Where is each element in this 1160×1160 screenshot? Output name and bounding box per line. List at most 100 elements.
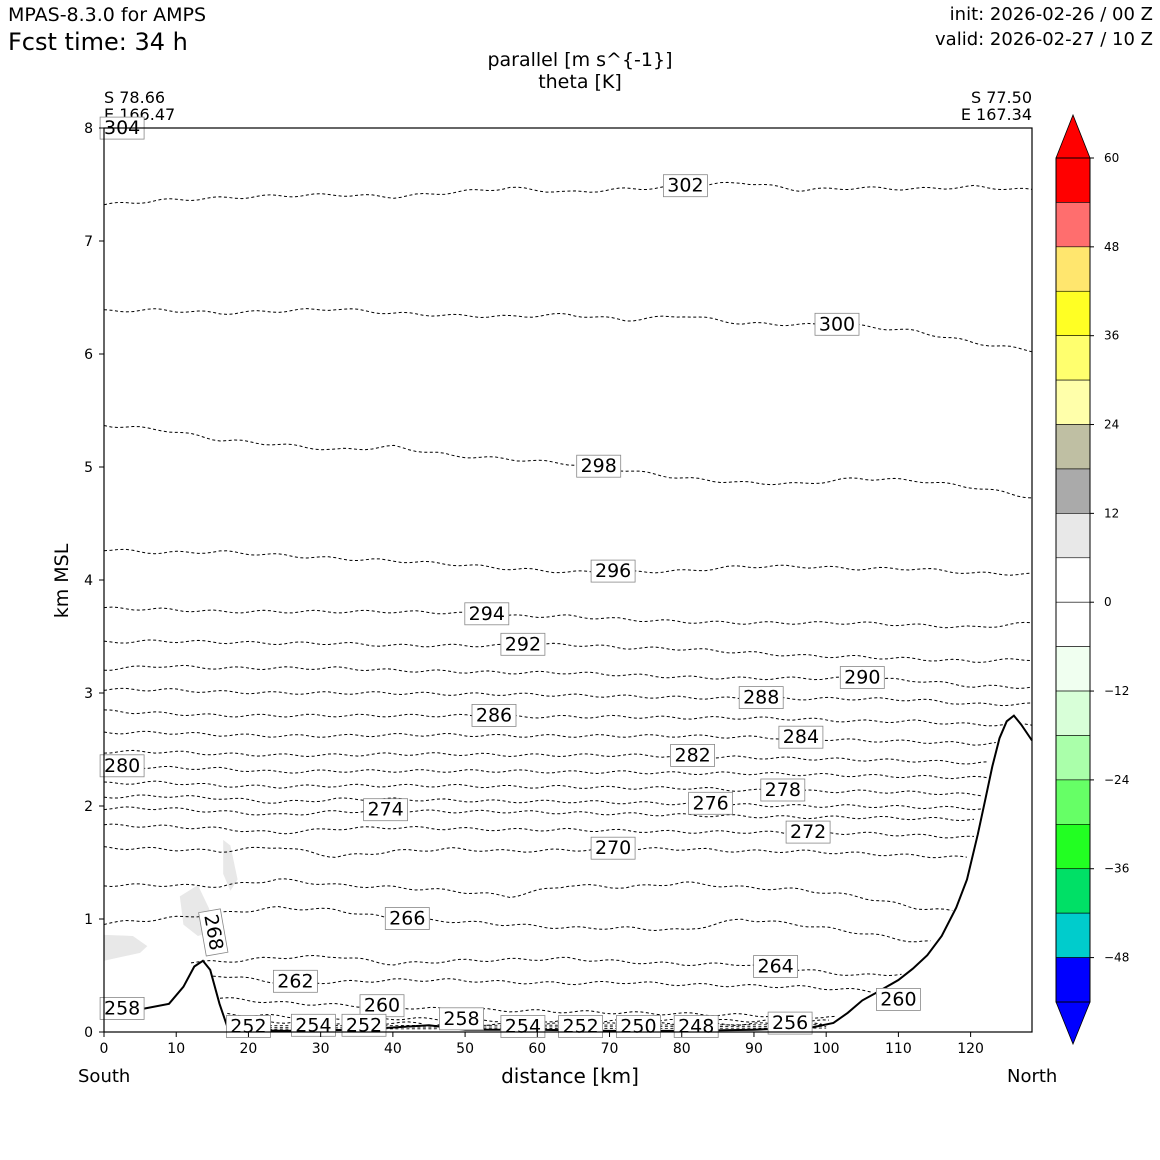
colorbar-tick-label: 24 [1104,418,1119,432]
end-coordinates: S 77.50 E 167.34 [961,89,1032,123]
contour-label-text: 292 [505,633,541,655]
colorbar-bin [1055,290,1091,336]
theta-contour-260 [219,997,837,1019]
forecast-time: Fcst time: 34 h [8,28,188,56]
contour-label-text: 254 [505,1016,541,1038]
contour-label: 278 [760,778,806,802]
contour-label-box [363,798,409,822]
end-lat: S 77.50 [970,88,1032,107]
y-tick-label: 8 [84,121,93,137]
contour-label: 272 [785,820,831,844]
contour-label: 252 [341,1013,387,1037]
colorbar-bin [1055,513,1091,559]
contour-label: 250 [616,1015,661,1038]
colorbar-bin [1055,912,1091,958]
colorbar-bin [1055,335,1091,381]
valid-time: valid: 2026-02-27 / 10 Z [935,29,1153,50]
axes: 0 10 20 30 40 50 60 70 80 90 100 110 120 0 1 2 3 4 5 6 7 8 [84,121,1033,1057]
colorbar-tick-label: −48 [1104,951,1129,965]
x-tick-label: 90 [745,1041,763,1057]
x-tick-label: 50 [456,1041,474,1057]
contour-label-text: 278 [765,779,801,801]
contour-label-box [688,791,733,815]
contour-label-box [99,754,145,778]
y-axis-label: km MSL [51,543,73,619]
colorbar-bin [1055,779,1091,825]
contour-label: 254 [290,1013,336,1037]
colorbar-bin [1055,646,1091,692]
contour-label-text: 302 [667,175,703,197]
colorbar-frame [1055,157,1091,1003]
theta-contour-292 [103,639,1033,663]
contour-label-text: 288 [743,687,779,709]
contour-label-box [760,778,806,802]
contour-label-text: 252 [562,1016,598,1038]
contour-label-box [767,1011,813,1035]
x-tick-label: 100 [813,1041,840,1057]
contour-label: 296 [590,559,636,583]
colorbar-bin [1055,957,1091,1003]
contour-label-text: 296 [595,560,631,582]
contour-label: 284 [778,725,824,749]
south-label: South [78,1066,131,1087]
contour-label-box [464,602,510,626]
shading-patch [104,934,148,961]
y-tick-label: 0 [84,1025,93,1041]
contour-label: 274 [363,798,409,822]
colorbar-bin [1055,601,1091,647]
contour-label-text: 272 [790,821,826,843]
colorbar-tick-label: −36 [1104,862,1129,876]
colorbar-bin [1055,424,1091,470]
x-tick-label: 0 [100,1041,109,1057]
contour-label-text: 280 [104,755,140,777]
contour-label-text: 286 [476,704,512,726]
north-label: North [1007,1066,1058,1087]
contour-label-box [839,666,885,689]
y-tick-label: 5 [84,460,93,476]
theta-contour-300 [103,308,1033,353]
start-lat: S 78.66 [104,88,166,107]
contour-label-box [99,997,145,1020]
contour-label-box [290,1013,336,1037]
contour-label: 294 [464,602,510,626]
plot-frame [103,127,1033,1033]
y-tick-label: 3 [84,686,93,702]
colorbar-bin [1055,468,1091,514]
contour-label-text: 298 [581,455,617,477]
contour-label: 258 [99,997,145,1020]
contour-label-text: 248 [678,1016,714,1038]
theta-contour-294 [103,606,1033,629]
contour-label-box [198,908,229,957]
contour-label-box [814,312,860,336]
contour-label-text: 270 [595,837,631,859]
contour-label: 254 [500,1015,546,1038]
contour-label: 286 [471,704,517,727]
contour-label: 300 [814,312,860,336]
y-tick-label: 6 [84,347,93,363]
contour-label-text: 256 [772,1012,808,1034]
contour-label-text: 276 [692,792,728,814]
contour-label: 264 [753,955,798,978]
theta-contour-288 [103,687,1033,707]
terrain [103,714,1033,1032]
x-tick-label: 110 [885,1041,912,1057]
contour-label: 262 [272,969,318,993]
contour-label: 290 [839,666,885,689]
contour-label-box [272,969,318,993]
y-tick-label: 1 [84,912,93,928]
x-tick-label: 30 [312,1041,330,1057]
theta-contour-290 [104,664,1033,689]
contour-label-text: 274 [367,799,403,821]
colorbar-bin [1055,157,1091,203]
terrain-line [103,714,1033,1032]
contour-label-text: 290 [844,667,880,689]
theta-contours [103,181,1033,1030]
contour-label: 260 [359,994,405,1018]
theta-contour-276 [103,794,982,811]
contour-label-text: 264 [757,956,793,978]
contour-label-box [341,1013,387,1037]
contour-label-text: 282 [674,744,710,766]
contour-label-box [670,744,715,767]
colorbar-bin [1055,735,1091,781]
contour-label-text: 266 [389,908,425,930]
